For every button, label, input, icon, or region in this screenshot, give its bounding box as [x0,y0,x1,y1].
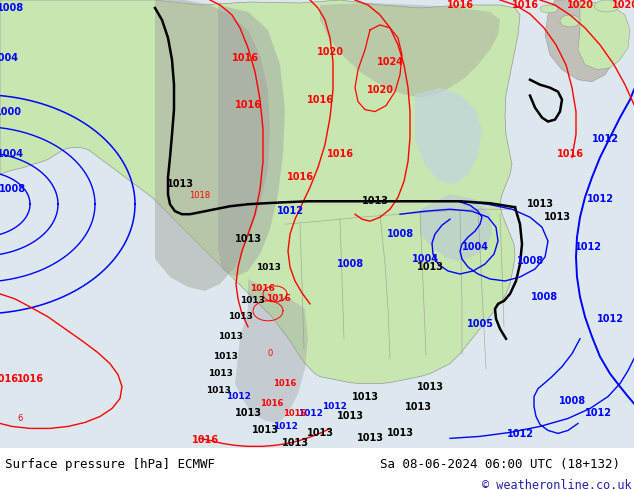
Text: 1012: 1012 [574,242,602,252]
Text: 0: 0 [268,349,273,358]
Text: 1004: 1004 [462,242,489,252]
Text: 1004: 1004 [0,149,23,159]
Text: 1013: 1013 [526,199,553,209]
Polygon shape [0,0,520,384]
Text: 1012: 1012 [585,409,612,418]
Text: 1013: 1013 [361,196,389,206]
Text: 1008: 1008 [337,259,363,269]
Text: 1016: 1016 [557,149,583,159]
Text: 1004: 1004 [411,254,439,264]
Polygon shape [320,3,500,98]
Text: 1016: 1016 [250,284,275,294]
Text: 1004: 1004 [0,53,18,63]
Text: 1013: 1013 [417,382,444,392]
Text: 1016: 1016 [446,0,474,10]
Text: © weatheronline.co.uk: © weatheronline.co.uk [482,479,631,490]
Polygon shape [155,0,270,291]
Text: 1013: 1013 [252,425,278,436]
Text: 1016: 1016 [273,379,297,388]
Text: 6: 6 [17,414,23,423]
Text: 1016: 1016 [0,373,18,384]
Text: 1016: 1016 [306,95,333,105]
Text: 1018: 1018 [190,191,210,200]
Text: 1013: 1013 [235,234,261,244]
Text: 1016: 1016 [283,409,307,418]
Text: 1012: 1012 [226,392,250,401]
Ellipse shape [560,15,580,27]
Ellipse shape [595,0,619,12]
Polygon shape [545,0,620,82]
Text: 1013: 1013 [337,412,363,421]
Text: 1016: 1016 [16,373,44,384]
Text: 1012: 1012 [297,409,323,418]
Text: 1012: 1012 [273,422,297,431]
Text: 1016: 1016 [191,436,219,445]
Text: 1013: 1013 [205,386,230,395]
Text: 1013: 1013 [281,439,309,448]
Text: 1016: 1016 [327,149,354,159]
Text: 1012: 1012 [592,134,619,145]
Text: 1020: 1020 [567,0,593,10]
Text: 1016: 1016 [287,172,313,182]
Text: 1016: 1016 [266,294,290,303]
Text: 1008: 1008 [0,184,25,195]
Text: 1013: 1013 [228,312,252,321]
Polygon shape [218,5,285,277]
Polygon shape [235,279,308,423]
Text: 1013: 1013 [417,262,444,272]
Text: 1016: 1016 [231,53,259,63]
Text: 1016: 1016 [261,399,283,408]
Text: 1013: 1013 [256,263,280,271]
Text: 1012: 1012 [597,314,623,324]
Text: 1012: 1012 [276,206,304,216]
Text: 1012: 1012 [586,194,614,204]
Text: Sa 08-06-2024 06:00 UTC (18+132): Sa 08-06-2024 06:00 UTC (18+132) [380,458,621,471]
Text: 1020: 1020 [316,47,344,57]
Text: 1013: 1013 [207,369,233,378]
Text: 1013: 1013 [306,428,333,439]
Text: 1012: 1012 [507,429,533,440]
Text: 1008: 1008 [0,3,23,13]
Text: 1008: 1008 [531,292,559,302]
Text: 1013: 1013 [217,332,242,341]
Polygon shape [415,88,482,184]
Text: Surface pressure [hPa] ECMWF: Surface pressure [hPa] ECMWF [5,458,215,471]
Text: 1013: 1013 [240,296,264,305]
Text: 1016: 1016 [235,99,261,110]
Text: 1013: 1013 [351,392,378,401]
Text: 1013: 1013 [387,428,413,439]
Polygon shape [420,195,492,261]
Text: 1008: 1008 [517,256,543,266]
Text: 1005: 1005 [467,319,493,329]
Text: 1020: 1020 [612,0,634,10]
Text: 1008: 1008 [559,395,586,406]
Text: 1020: 1020 [366,85,394,95]
Text: 1024: 1024 [377,57,403,67]
Text: 1013: 1013 [235,409,261,418]
Text: 1013: 1013 [167,179,193,189]
Text: 1013: 1013 [543,212,571,222]
Text: 1016: 1016 [512,0,538,10]
Text: 1013: 1013 [212,352,238,361]
Text: 1012: 1012 [321,402,346,411]
Text: 1013: 1013 [356,433,384,443]
Text: 1013: 1013 [404,401,432,412]
Text: 1008: 1008 [387,229,413,239]
Ellipse shape [540,5,558,13]
Polygon shape [578,0,630,70]
Text: 1000: 1000 [0,107,22,117]
